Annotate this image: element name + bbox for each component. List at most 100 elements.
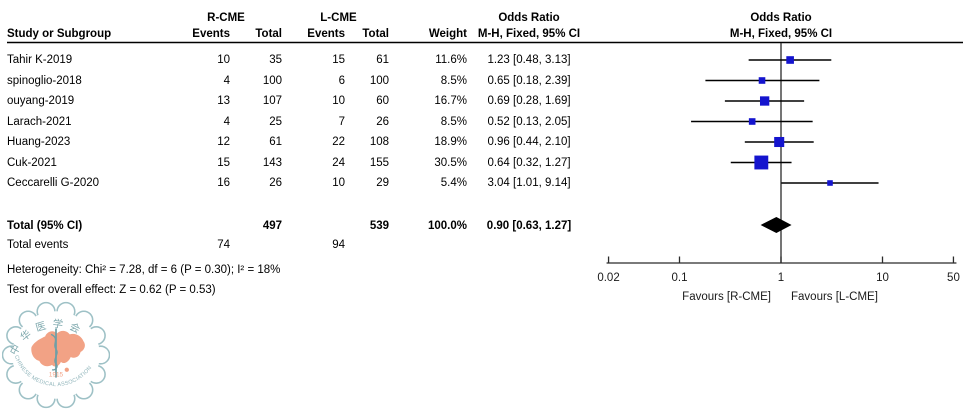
total-rcme: 143 xyxy=(262,157,282,169)
total-ci-text: 0.90 [0.63, 1.27] xyxy=(486,220,572,232)
or-column-title: Odds Ratio xyxy=(498,12,560,24)
total-lcme: 108 xyxy=(369,136,389,148)
events-lcme: 10 xyxy=(332,95,345,107)
col-header-total-rcme: Total xyxy=(255,28,282,40)
events-lcme: 24 xyxy=(332,157,345,169)
china-map-icon xyxy=(31,330,85,367)
plot-subtitle: M-H, Fixed, 95% CI xyxy=(729,28,833,40)
table-row: Tahir K-2019 10 35 15 61 11.6% 1.23 [0.4… xyxy=(0,53,640,67)
ci-text: 0.52 [0.13, 2.05] xyxy=(487,116,571,128)
total-rcme-sum: 497 xyxy=(262,220,282,232)
total-label: Total (95% CI) xyxy=(7,220,83,232)
table-row: Larach-2021 4 25 7 26 8.5% 0.52 [0.13, 2… xyxy=(0,115,640,129)
study-name: ouyang-2019 xyxy=(7,95,75,107)
study-name: spinoglio-2018 xyxy=(7,75,82,87)
total-lcme: 29 xyxy=(376,177,389,189)
events-lcme: 22 xyxy=(332,136,345,148)
axis-tick-label: 0.02 xyxy=(597,272,619,284)
weight: 11.6% xyxy=(435,54,467,66)
favours-right-label: Favours [L-CME] xyxy=(791,291,878,303)
total-events-row: Total events 74 94 xyxy=(0,238,640,252)
ci-text: 0.69 [0.28, 1.69] xyxy=(487,95,571,107)
total-rcme: 26 xyxy=(269,177,282,189)
study-name: Huang-2023 xyxy=(7,136,71,148)
axis-tick-label: 50 xyxy=(947,272,960,284)
total-events-lcme: 94 xyxy=(332,239,345,251)
study-name: Larach-2021 xyxy=(7,116,72,128)
overall-effect-text: Test for overall effect: Z = 0.62 (P = 0… xyxy=(7,284,216,296)
effect-marker xyxy=(786,56,794,64)
effect-marker xyxy=(754,155,769,170)
study-name: Ceccarelli G-2020 xyxy=(7,177,100,189)
total-lcme: 61 xyxy=(376,54,389,66)
col-header-weight: Weight xyxy=(428,28,467,40)
effect-marker xyxy=(748,118,756,125)
axis-tick-label: 1 xyxy=(778,272,784,284)
table-row: Cuk-2021 15 143 24 155 30.5% 0.64 [0.32,… xyxy=(0,156,640,170)
heterogeneity-text: Heterogeneity: Chi² = 7.28, df = 6 (P = … xyxy=(7,264,281,276)
total-rcme: 107 xyxy=(262,95,282,107)
col-header-events-rcme: Events xyxy=(192,28,230,40)
total-rcme: 100 xyxy=(262,75,282,87)
table-row: Huang-2023 12 61 22 108 18.9% 0.96 [0.44… xyxy=(0,135,640,149)
col-header-events-lcme: Events xyxy=(307,28,345,40)
weight: 8.5% xyxy=(440,75,467,87)
study-name: Tahir K-2019 xyxy=(7,54,73,66)
total-rcme: 35 xyxy=(269,54,282,66)
ci-text: 0.64 [0.32, 1.27] xyxy=(487,157,571,169)
weight: 18.9% xyxy=(434,136,467,148)
effect-marker xyxy=(827,180,833,186)
table-row: Ceccarelli G-2020 16 26 10 29 5.4% 3.04 … xyxy=(0,176,640,190)
total-weight: 100.0% xyxy=(427,220,467,232)
effect-marker xyxy=(758,77,766,84)
weight: 16.7% xyxy=(434,95,467,107)
total-lcme: 26 xyxy=(376,116,389,128)
group2-header: L-CME xyxy=(320,12,357,24)
total-lcme: 60 xyxy=(376,95,389,107)
events-rcme: 15 xyxy=(217,157,230,169)
events-lcme: 7 xyxy=(338,116,345,128)
ci-text: 1.23 [0.48, 3.13] xyxy=(487,54,571,66)
total-rcme: 25 xyxy=(269,116,282,128)
plot-title: Odds Ratio xyxy=(750,12,812,24)
effect-marker xyxy=(759,96,770,106)
col-header-study: Study or Subgroup xyxy=(7,28,112,40)
total-lcme-sum: 539 xyxy=(369,220,389,232)
weight: 30.5% xyxy=(434,157,467,169)
total-diamond xyxy=(760,217,792,233)
events-lcme: 15 xyxy=(332,54,345,66)
logo-year: 1915 xyxy=(49,372,64,379)
total-rcme: 61 xyxy=(269,136,282,148)
ci-text: 3.04 [1.01, 9.14] xyxy=(487,177,571,189)
ci-text: 0.96 [0.44, 2.10] xyxy=(487,136,571,148)
events-lcme: 10 xyxy=(332,177,345,189)
staff-and-serpent-icon xyxy=(50,328,58,378)
events-rcme: 4 xyxy=(223,75,230,87)
axis-tick-label: 0.1 xyxy=(672,272,688,284)
events-lcme: 6 xyxy=(338,75,345,87)
weight: 5.4% xyxy=(440,177,467,189)
total-lcme: 100 xyxy=(369,75,389,87)
total-events-label: Total events xyxy=(7,239,69,251)
ci-text: 0.65 [0.18, 2.39] xyxy=(487,75,571,87)
events-rcme: 12 xyxy=(217,136,230,148)
total-events-rcme: 74 xyxy=(217,239,230,251)
events-rcme: 16 xyxy=(217,177,230,189)
col-header-total-lcme: Total xyxy=(362,28,389,40)
total-lcme: 155 xyxy=(369,157,389,169)
weight: 8.5% xyxy=(440,116,467,128)
events-rcme: 10 xyxy=(217,54,230,66)
col-header-method: M-H, Fixed, 95% CI xyxy=(477,28,581,40)
favours-left-label: Favours [R-CME] xyxy=(682,291,771,303)
total-row: Total (95% CI) 497 539 100.0% 0.90 [0.63… xyxy=(0,219,640,233)
hainan-island-dot xyxy=(64,367,69,372)
chinese-medical-association-logo: 1915 中华医学会 CHINESE MEDICAL ASSOCIATION xyxy=(2,301,110,409)
events-rcme: 4 xyxy=(223,116,230,128)
effect-marker xyxy=(774,136,785,148)
table-row: spinoglio-2018 4 100 6 100 8.5% 0.65 [0.… xyxy=(0,74,640,88)
axis-tick-label: 10 xyxy=(876,272,889,284)
group1-header: R-CME xyxy=(207,12,245,24)
table-row: ouyang-2019 13 107 10 60 16.7% 0.69 [0.2… xyxy=(0,94,640,108)
